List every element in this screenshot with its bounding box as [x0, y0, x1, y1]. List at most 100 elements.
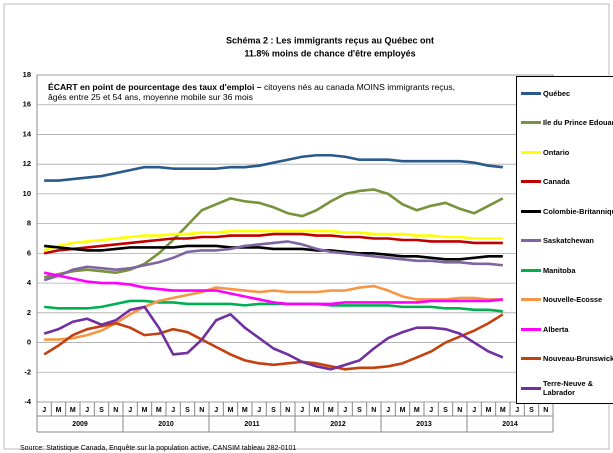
x-tick-label: M [328, 407, 334, 414]
x-tick-label: N [199, 407, 204, 414]
legend-label: Nouveau-Brunswick [543, 354, 613, 363]
x-tick-label: J [85, 407, 89, 414]
legend-swatch [521, 239, 541, 242]
y-tick-label: 8 [27, 219, 31, 228]
y-tick-label: 12 [23, 159, 31, 168]
x-tick-label: N [543, 407, 548, 414]
x-tick-label: J [472, 407, 476, 414]
subtitle: ÉCART en point de pourcentage des taux d… [48, 82, 468, 102]
year-label: 2014 [502, 421, 518, 428]
x-tick-label: S [357, 407, 362, 414]
year-label: 2009 [72, 421, 88, 428]
x-tick-label: J [128, 407, 132, 414]
legend-label: Nouvelle-Ecosse [543, 295, 603, 304]
legend-swatch [521, 268, 541, 272]
series-line [43, 240, 503, 282]
subtitle-text: citoyens nés au canada MOINS immigrants … [48, 82, 456, 102]
subtitle-bold: ÉCART en point de pourcentage des taux d… [48, 82, 262, 92]
legend-label: Terre-Neuve & Labrador [543, 379, 593, 397]
series-line [43, 271, 503, 306]
legend-item: Nouvelle-Ecosse [521, 288, 613, 312]
x-tick-label: M [314, 407, 320, 414]
legend-item: Nouveau-Brunswick [521, 347, 613, 371]
x-tick-label: S [185, 407, 190, 414]
x-tick-label: S [271, 407, 276, 414]
x-tick-label: J [42, 407, 46, 414]
legend-swatch [521, 298, 541, 301]
x-tick-label: M [414, 407, 420, 414]
legend-label: Manitoba [543, 265, 576, 275]
x-tick-label: J [429, 407, 433, 414]
legend-item: Ontario [521, 140, 613, 164]
y-tick-label: 18 [23, 70, 31, 79]
x-tick-label: J [171, 407, 175, 414]
legend-item: Québec [521, 81, 613, 105]
y-tick-label: 10 [23, 189, 31, 198]
y-tick-label: 0 [27, 338, 31, 347]
series-line [44, 244, 503, 261]
y-tick-label: -2 [24, 367, 31, 376]
series-line [43, 313, 504, 371]
legend-label: Québec [543, 88, 571, 98]
series-line [44, 299, 503, 313]
x-tick-label: N [371, 407, 376, 414]
chart-title: Schéma 2 : Les immigrants reçus au Québe… [226, 35, 434, 45]
series-line [43, 305, 504, 371]
year-label: 2012 [330, 421, 346, 428]
y-tick-label: 6 [27, 248, 31, 257]
x-tick-label: J [214, 407, 218, 414]
series-line [44, 284, 503, 341]
legend-item: Terre-Neuve & Labrador [521, 376, 613, 400]
x-tick-label: N [285, 407, 290, 414]
legend-swatch [521, 327, 541, 331]
x-tick-label: M [486, 407, 492, 414]
x-tick-label: N [457, 407, 462, 414]
x-tick-label: M [156, 407, 162, 414]
chart-title: 11.8% moins de chance d'être employés [244, 48, 415, 58]
y-tick-label: 2 [27, 308, 31, 317]
legend: Québec Ile du Prince Edouard Ontario Canada… [516, 76, 613, 404]
x-tick-label: J [343, 407, 347, 414]
x-tick-label: M [400, 407, 406, 414]
legend-label: Alberta [543, 324, 569, 334]
legend-label: Colombie-Britannique [543, 206, 613, 216]
year-label: 2011 [244, 421, 259, 428]
x-tick-label: J [257, 407, 261, 414]
legend-label: Saskatchewan [543, 236, 594, 245]
legend-swatch [521, 150, 541, 154]
legend-item: Alberta [521, 317, 613, 341]
legend-item: Manitoba [521, 258, 613, 282]
year-label: 2013 [416, 421, 432, 428]
y-tick-label: -4 [24, 397, 31, 406]
year-label: 2010 [158, 421, 174, 428]
series-line [43, 188, 504, 279]
legend-swatch [521, 209, 541, 213]
legend-swatch [521, 180, 541, 183]
x-tick-label: N [113, 407, 118, 414]
series-line [43, 232, 503, 255]
series-line [43, 229, 503, 252]
source-note: Source: Statistique Canada, Enquête sur … [20, 445, 296, 452]
x-tick-label: M [228, 407, 234, 414]
x-tick-label: M [56, 407, 62, 414]
legend-label: Ontario [543, 147, 570, 157]
legend-label: Ile du Prince Edouard [543, 118, 613, 127]
x-tick-label: J [300, 407, 304, 414]
y-tick-label: 4 [27, 278, 32, 287]
x-tick-label: M [142, 407, 148, 414]
legend-swatch [521, 121, 541, 124]
legend-swatch [521, 91, 541, 95]
x-tick-label: S [443, 407, 448, 414]
legend-item: Saskatchewan [521, 229, 613, 253]
x-tick-label: M [500, 407, 506, 414]
x-tick-label: S [529, 407, 534, 414]
x-tick-label: J [515, 407, 519, 414]
legend-item: Ile du Prince Edouard [521, 111, 613, 135]
series-line [44, 153, 503, 182]
y-tick-label: 16 [23, 100, 31, 109]
legend-swatch [521, 386, 541, 390]
x-tick-label: M [70, 407, 76, 414]
x-tick-label: M [242, 407, 248, 414]
